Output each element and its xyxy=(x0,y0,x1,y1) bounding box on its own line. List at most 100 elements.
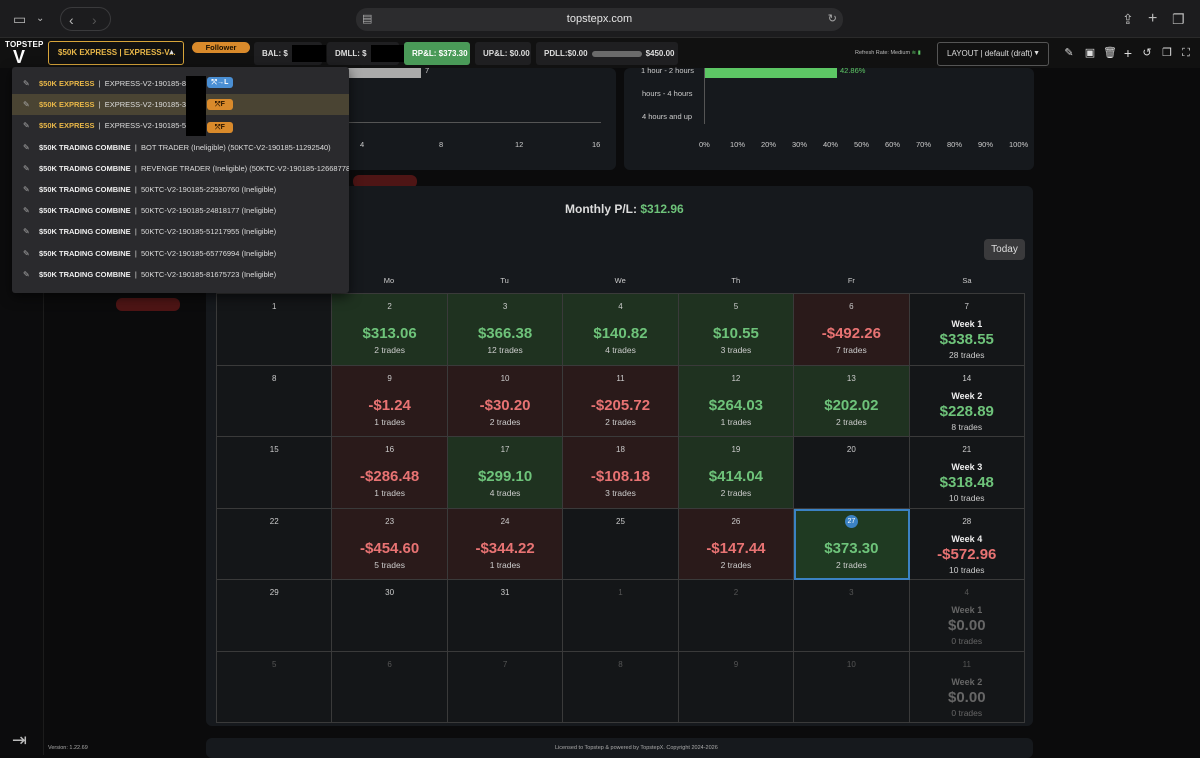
calendar-day[interactable]: 2 xyxy=(678,580,795,652)
lead-tag: ⤲→L xyxy=(207,77,233,88)
calendar-day[interactable]: 1 xyxy=(217,294,333,366)
week-summary-cell[interactable]: 7 Week 1 $338.55 28 trades xyxy=(909,294,1025,366)
chevron-down-icon[interactable]: ⌄ xyxy=(36,13,45,24)
windows-icon[interactable]: ❐ xyxy=(1162,47,1172,59)
calendar-day[interactable]: 9 -$1.24 1 trades xyxy=(332,365,448,437)
url-bar[interactable]: ▤ topstepx.com ↻ xyxy=(356,8,843,31)
day-number: 10 xyxy=(846,659,856,669)
today-button[interactable]: Today xyxy=(984,239,1025,260)
calendar-day[interactable]: 12 $264.03 1 trades xyxy=(678,365,795,437)
account-option[interactable]: ✎ $50K EXPRESS | EXPRESS-V2-190185-3778 xyxy=(12,94,349,116)
follower-tag: ⤲F xyxy=(207,99,233,110)
calendar-day[interactable]: 15 xyxy=(217,437,333,509)
calendar-day[interactable]: 8 xyxy=(563,651,679,723)
week-summary-cell[interactable]: 11 Week 2 $0.00 0 trades xyxy=(909,651,1025,723)
calendar-day[interactable]: 16 -$286.48 1 trades xyxy=(332,437,448,509)
account-option[interactable]: ✎ $50K TRADING COMBINE | 50KTC-V2-190185-… xyxy=(12,179,349,200)
calendar-day[interactable]: 4 $140.82 4 trades xyxy=(563,294,679,366)
calendar-day[interactable]: 10 xyxy=(794,651,910,723)
calendar-day[interactable]: 11 -$205.72 2 trades xyxy=(563,365,679,437)
week-trades: 28 trades xyxy=(949,350,985,360)
reload-icon[interactable]: ↻ xyxy=(827,13,837,25)
calendar-day[interactable]: 29 xyxy=(217,580,333,652)
wifi-icon: ≋ ▮ xyxy=(911,50,921,56)
pencil-icon[interactable]: ✎ xyxy=(23,227,30,237)
account-id: BOT TRADER (Ineligible) (50KTC-V2-190185… xyxy=(140,142,331,152)
calendar-day[interactable]: 5 $10.55 3 trades xyxy=(678,294,795,366)
tabs-overview-icon[interactable]: ❐ xyxy=(1172,11,1185,27)
day-number: 21 xyxy=(962,445,972,454)
account-select[interactable]: $50K EXPRESS | EXPRESS-V... ▲ xyxy=(48,41,184,65)
day-trades: 3 trades xyxy=(720,345,752,355)
share-icon[interactable]: ⇪ xyxy=(1122,11,1134,27)
separator: | xyxy=(130,248,141,258)
account-type: $50K TRADING COMBINE xyxy=(39,269,131,279)
calendar-day[interactable]: 6 -$492.26 7 trades xyxy=(794,294,910,366)
calendar-day[interactable]: 19 $414.04 2 trades xyxy=(678,437,795,509)
trash-icon[interactable]: 🗑 xyxy=(1103,47,1117,59)
account-option[interactable]: ✎ $50K EXPRESS | EXPRESS-V2-190185-8347 xyxy=(12,73,349,94)
calendar-day[interactable]: 26 -$147.44 2 trades xyxy=(678,508,795,580)
logout-icon[interactable]: ⇥ xyxy=(12,730,28,750)
undo-icon[interactable]: ↺ xyxy=(1142,47,1152,59)
calendar-day[interactable]: 22 xyxy=(217,508,333,580)
calendar-day[interactable]: 8 xyxy=(217,365,333,437)
pencil-icon[interactable]: ✎ xyxy=(23,269,30,279)
account-option[interactable]: ✎ $50K EXPRESS | EXPRESS-V2-190185-5312 xyxy=(12,115,349,136)
pencil-icon[interactable]: ✎ xyxy=(23,185,30,194)
day-number: 1 xyxy=(271,302,277,311)
refresh-rate[interactable]: Refresh Rate: Medium ≋ ▮ xyxy=(855,50,921,56)
tick-label: 60% xyxy=(885,140,901,149)
layout-select[interactable]: LAYOUT | default (draft) ▼ xyxy=(937,42,1049,66)
calendar-day[interactable]: 5 xyxy=(217,651,333,723)
calendar-day[interactable]: 7 xyxy=(447,651,564,723)
account-option[interactable]: ✎ $50K TRADING COMBINE | 50KTC-V2-190185-… xyxy=(12,264,349,285)
day-trades: 4 trades xyxy=(605,345,636,355)
sidebar-toggle-icon[interactable]: ▭ xyxy=(13,11,27,27)
calendar-day[interactable]: 3 xyxy=(794,580,910,652)
edit-layout-icon[interactable]: ✎ xyxy=(1064,47,1074,59)
calendar-day[interactable]: 25 xyxy=(563,508,679,580)
calendar-day[interactable]: 20 xyxy=(794,437,910,509)
account-option[interactable]: ✎ $50K TRADING COMBINE | REVENGE TRADER (… xyxy=(12,158,349,179)
back-icon[interactable]: ‹ xyxy=(69,12,74,28)
pencil-icon[interactable]: ✎ xyxy=(23,121,30,131)
fullscreen-icon[interactable]: ⛶ xyxy=(1182,47,1190,59)
calendar-day[interactable]: 6 xyxy=(332,651,448,723)
calendar-day[interactable]: 27 $373.30 2 trades xyxy=(794,508,910,580)
pencil-icon[interactable]: ✎ xyxy=(23,79,30,88)
week-summary-cell[interactable]: 14 Week 2 $228.89 8 trades xyxy=(909,365,1025,437)
account-option[interactable]: ✎ $50K TRADING COMBINE | BOT TRADER (Inel… xyxy=(12,137,349,158)
week-summary-cell[interactable]: 4 Week 1 $0.00 0 trades xyxy=(909,580,1025,652)
follower-badge[interactable]: Follower xyxy=(192,42,250,53)
week-summary-cell[interactable]: 28 Week 4 -$572.96 10 trades xyxy=(909,508,1025,580)
pencil-icon[interactable]: ✎ xyxy=(23,142,30,152)
calendar-day[interactable]: 13 $202.02 2 trades xyxy=(794,365,910,437)
add-icon[interactable]: + xyxy=(1123,45,1133,61)
topstep-logo: TOPSTEP V xyxy=(5,40,44,67)
pencil-icon[interactable]: ✎ xyxy=(23,100,30,110)
calendar-day[interactable]: 23 -$454.60 5 trades xyxy=(332,508,448,580)
weekday-header: Fr xyxy=(847,276,855,285)
calendar-day[interactable]: 30 xyxy=(332,580,448,652)
calendar-day[interactable]: 2 $313.06 2 trades xyxy=(332,294,448,366)
save-icon[interactable]: ▣ xyxy=(1084,47,1096,59)
account-option[interactable]: ✎ $50K TRADING COMBINE | 50KTC-V2-190185-… xyxy=(12,221,349,242)
week-summary-cell[interactable]: 21 Week 3 $318.48 10 trades xyxy=(909,437,1025,509)
calendar-day[interactable]: 3 $366.38 12 trades xyxy=(447,294,564,366)
pencil-icon[interactable]: ✎ xyxy=(23,248,30,258)
calendar-day[interactable]: 31 xyxy=(447,580,564,652)
calendar-day[interactable]: 18 -$108.18 3 trades xyxy=(563,437,679,509)
new-tab-icon[interactable]: + xyxy=(1148,10,1158,27)
calendar-day[interactable]: 1 xyxy=(563,580,679,652)
calendar-day[interactable]: 24 -$344.22 1 trades xyxy=(447,508,564,580)
pencil-icon[interactable]: ✎ xyxy=(23,163,30,173)
account-option[interactable]: ✎ $50K TRADING COMBINE | 50KTC-V2-190185-… xyxy=(12,243,349,264)
account-option[interactable]: ✎ $50K TRADING COMBINE | 50KTC-V2-190185-… xyxy=(12,200,349,221)
forward-icon[interactable]: › xyxy=(92,12,97,28)
calendar-day[interactable]: 10 -$30.20 2 trades xyxy=(447,365,564,437)
pencil-icon[interactable]: ✎ xyxy=(23,206,30,216)
calendar-day[interactable]: 17 $299.10 4 trades xyxy=(447,437,564,509)
license-label: Licensed to Topstep & powered by Topstep… xyxy=(555,745,718,751)
calendar-day[interactable]: 9 xyxy=(678,651,795,723)
